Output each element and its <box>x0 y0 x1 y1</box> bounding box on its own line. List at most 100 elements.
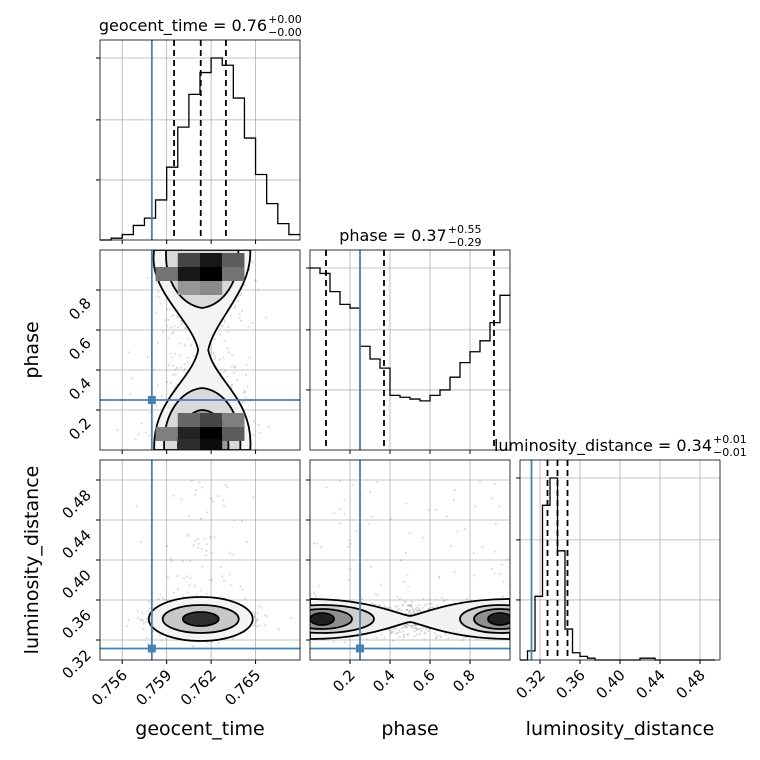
scatter-point <box>409 624 412 627</box>
scatter-point <box>256 618 259 620</box>
xlabel-phase: phase <box>381 718 438 740</box>
density-cell <box>177 267 200 281</box>
scatter-point <box>173 591 175 594</box>
scatter-point <box>142 622 145 625</box>
density-cell <box>200 413 223 427</box>
scatter-point <box>257 289 260 291</box>
ytick-label-luminosity_distance-4: 0.48 <box>58 486 94 522</box>
scatter-point <box>188 584 191 587</box>
scatter-point <box>158 296 160 299</box>
scatter-point <box>193 354 196 357</box>
scatter-point <box>226 347 229 350</box>
scatter-point <box>203 537 206 540</box>
scatter-point <box>240 520 243 523</box>
scatter-point <box>454 489 456 492</box>
contour-2 <box>181 611 220 627</box>
scatter-point <box>173 325 176 328</box>
scatter-point <box>145 431 147 434</box>
panel-inner <box>310 460 510 660</box>
scatter-point <box>315 595 317 598</box>
scatter-point <box>494 523 497 525</box>
scatter-point <box>435 634 438 637</box>
scatter-point <box>210 552 213 555</box>
scatter-point <box>180 323 183 325</box>
scatter-point <box>418 633 421 635</box>
scatter-point <box>403 625 406 628</box>
scatter-point <box>166 576 169 579</box>
scatter-point <box>226 486 229 489</box>
density-cell <box>177 281 200 295</box>
scatter-point <box>423 604 426 607</box>
scatter-point <box>175 366 178 369</box>
scatter-point <box>440 636 443 639</box>
scatter-point <box>421 536 424 539</box>
scatter-point <box>348 578 351 581</box>
scatter-point <box>417 628 420 631</box>
scatter-point <box>231 383 234 386</box>
panel-title-geocent_time: geocent_time = 0.76 +0.00−0.00 <box>99 13 302 39</box>
scatter-point <box>221 575 224 578</box>
scatter-point <box>260 607 263 609</box>
scatter-point <box>428 598 431 601</box>
scatter-point <box>401 604 404 607</box>
scatter-point <box>253 615 256 618</box>
scatter-point <box>168 363 170 366</box>
scatter-point <box>243 389 246 392</box>
scatter-point <box>145 617 148 620</box>
scatter-point <box>413 623 416 626</box>
scatter-point <box>325 486 328 489</box>
scatter-point <box>155 281 158 284</box>
scatter-point <box>435 604 438 607</box>
scatter-point <box>435 636 438 639</box>
scatter-point <box>500 563 503 566</box>
scatter-point <box>418 609 421 612</box>
scatter-point <box>201 486 204 489</box>
scatter-point <box>375 636 378 639</box>
scatter-point <box>229 314 232 317</box>
scatter-point <box>144 620 147 623</box>
xtick-label-phase-3: 0.8 <box>449 666 479 696</box>
scatter-point <box>142 619 144 622</box>
scatter-point <box>223 319 226 321</box>
scatter-point <box>413 610 415 613</box>
xtick-label-phase-2: 0.6 <box>409 666 439 696</box>
scatter-point <box>242 391 245 394</box>
scatter-point <box>450 544 452 547</box>
scatter-point <box>130 377 133 380</box>
scatter-point <box>196 546 199 549</box>
density-cell <box>200 267 223 281</box>
scatter-point <box>264 624 267 627</box>
scatter-point <box>231 553 234 556</box>
scatter-point <box>257 423 260 426</box>
scatter-point <box>251 321 254 324</box>
scatter-point <box>408 604 411 607</box>
scatter-point <box>194 539 197 542</box>
scatter-point <box>348 539 351 542</box>
xtick-labels-luminosity_distance: 0.32 0.36 0.40 0.44 0.48 <box>512 666 708 702</box>
scatter-point <box>172 494 175 497</box>
scatter-point <box>265 615 268 618</box>
ytick-label-luminosity_distance-0: 0.32 <box>58 646 94 682</box>
scatter-point <box>159 634 161 637</box>
scatter-point <box>438 575 441 578</box>
scatter-point <box>187 337 190 340</box>
density-cell <box>200 427 223 441</box>
scatter-point <box>187 591 190 594</box>
scatter-point <box>498 505 501 508</box>
truth-marker <box>356 644 364 653</box>
scatter-point <box>479 480 482 483</box>
scatter-point <box>389 606 392 609</box>
scatter-point <box>347 545 350 548</box>
xtick-label-0: 0.32 <box>512 666 548 702</box>
density-cell <box>177 253 200 267</box>
scatter-point <box>427 607 430 610</box>
scatter-point <box>134 438 137 441</box>
scatter-point <box>187 515 190 518</box>
scatter-point <box>171 356 174 359</box>
scatter-point <box>391 628 393 631</box>
scatter-point <box>398 629 401 631</box>
scatter-point <box>129 392 132 395</box>
density-cell <box>222 427 245 441</box>
scatter-point <box>398 635 401 638</box>
scatter-point <box>361 598 363 600</box>
